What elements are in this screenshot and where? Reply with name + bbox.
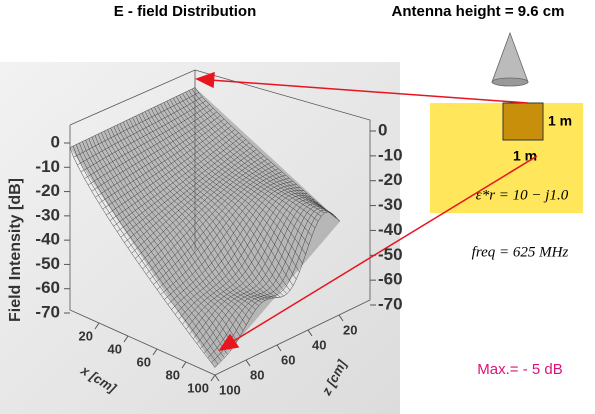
y-tick-label: -40 [378,220,403,239]
tick-mark [152,348,158,356]
x-tick-label: 60 [137,354,151,369]
mesh-line [188,90,334,215]
mesh-line [200,203,326,349]
mesh-line [154,106,300,273]
mesh-line [182,93,328,213]
mesh-line [207,207,333,359]
mesh-line [157,105,303,264]
mesh-line [185,91,331,213]
y-tick-label: -60 [35,278,60,297]
room-cell [502,102,544,141]
mesh-line [144,111,291,291]
room-width: 1 m [548,113,572,129]
mesh-line [174,187,301,315]
mesh-line [176,96,322,217]
tick-mark [123,335,129,343]
tick-mark [214,374,220,382]
y-tick-label: -30 [378,195,403,214]
antenna-cone [491,31,529,83]
mesh-line [182,192,308,325]
mesh-line [189,197,315,335]
mesh-line [151,108,297,280]
mesh-line [167,181,293,305]
y-tick-label: -70 [35,302,60,321]
tick-mark [181,361,187,369]
mesh-line [160,174,286,295]
surface [69,87,341,368]
mesh-line [132,117,278,298]
mesh-line [138,114,284,297]
permittivity: ε*r = 10 − j1.0 [476,187,569,203]
mesh-line [163,102,309,246]
y-tick-label: 0 [378,120,387,139]
mesh-line [169,99,316,229]
mesh-line [135,115,281,298]
mesh-line [171,184,297,310]
antenna-base [491,77,529,87]
mesh-line [172,97,319,222]
mesh-line [194,87,341,222]
x-tick-label: 80 [166,367,180,382]
surface-fill [70,87,340,368]
mesh-line [203,205,330,354]
mesh-line [166,100,313,237]
mesh-line [147,109,294,286]
mesh-line [185,195,312,330]
mesh-line [160,103,306,255]
title: E - field Distribution [114,3,257,20]
arrows [195,71,538,352]
z-tick-label: 40 [312,337,326,352]
mesh-line [191,88,338,219]
y-tick-label: -40 [35,230,60,249]
mesh-line [141,112,288,294]
y-tick-label: 0 [51,132,60,151]
y-tick-label: -70 [378,294,403,313]
mesh-line [145,162,272,275]
tick-mark [307,329,313,337]
y-tick-label: -20 [378,170,403,189]
mesh-line [178,190,304,320]
y-tick-label: -10 [378,145,403,164]
y-tick-label: -10 [35,157,60,176]
z-tick-label: 20 [343,322,357,337]
tick-mark [276,344,282,352]
y-tick-label: -20 [35,181,60,200]
z-tick-label: 100 [219,382,241,397]
x-tick-label: 40 [108,341,122,356]
y-tick-label: -30 [35,205,60,224]
frequency: freq = 625 MHz [472,244,569,260]
mesh-line [153,168,279,285]
y-tick-label: -60 [378,270,403,289]
x-tick-label: 20 [79,328,93,343]
z-tick-label: 80 [250,367,264,382]
mesh-line [156,171,283,290]
mesh-line [164,177,290,300]
room-depth: 1 m [513,148,537,164]
z-tick-label: 60 [281,352,295,367]
tick-mark [245,359,251,367]
mesh-line [179,94,325,214]
antenna-height: Antenna height = 9.6 cm [392,3,565,20]
max-value: Max.= - 5 dB [477,361,562,378]
mesh-line [193,199,319,339]
y-axis-label: Field Intensity [dB] [7,178,24,322]
tick-mark [210,374,216,382]
mesh-line [149,165,275,280]
tick-mark [338,314,344,322]
tick-mark [94,322,100,330]
y-tick-label: -50 [378,245,403,264]
mesh-line [196,201,322,344]
y-tick-label: -50 [35,254,60,273]
x-tick-label: 100 [187,380,209,395]
